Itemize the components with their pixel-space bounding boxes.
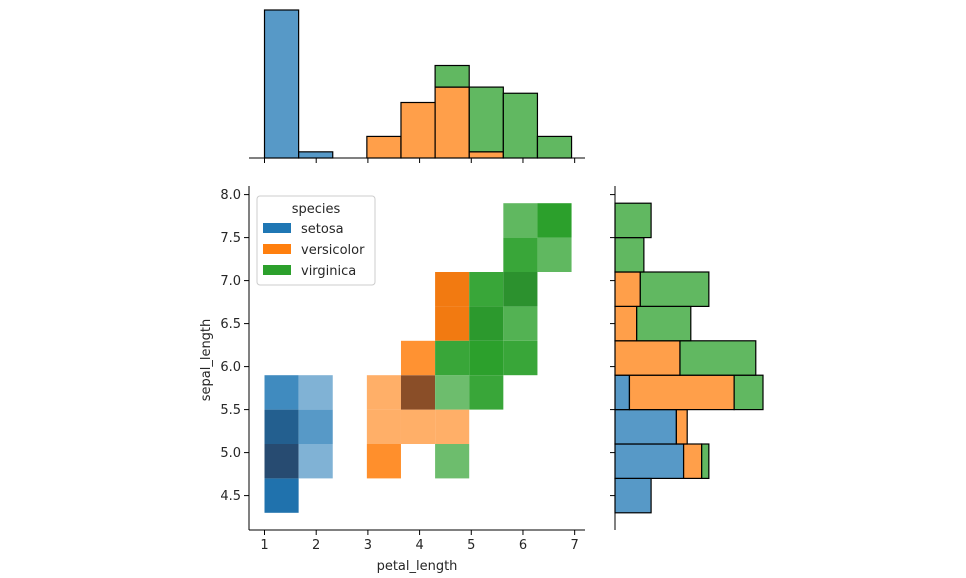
x-tick-label: 1	[260, 538, 268, 553]
heatmap-cell-versicolor	[366, 444, 401, 479]
top-marginal-bar-versicolor	[366, 135, 402, 159]
top-marginal-bar-virginica	[434, 64, 470, 88]
legend-label-virginica: virginica	[301, 264, 356, 279]
top-marginal-bar-setosa	[298, 151, 334, 159]
top-marginal-bar-versicolor	[468, 151, 504, 159]
right-marginal-bar-versicolor	[614, 271, 641, 308]
right-marginal-bar-versicolor	[614, 340, 681, 376]
heatmap-cell-setosa	[298, 444, 333, 479]
right-marginal-bar-virginica	[636, 305, 692, 342]
heatmap-cell-virginica	[435, 444, 470, 479]
right-marginal-bar-setosa	[614, 374, 631, 411]
right-marginal-bar-virginica	[733, 374, 764, 411]
top-marginal-bar-virginica	[502, 92, 539, 159]
x-tick-label: 7	[571, 538, 579, 553]
legend-swatch-setosa	[263, 223, 291, 233]
heatmap-cell-virginica	[503, 306, 538, 341]
y-tick-label: 8.0	[220, 188, 241, 203]
heatmap-cell-versicolor	[435, 409, 470, 444]
x-tick-label: 4	[415, 538, 423, 553]
heatmap-cell-virginica	[537, 237, 572, 272]
heatmap-cell-virginica	[435, 340, 470, 376]
legend-swatch-virginica	[263, 265, 291, 275]
heatmap-cell-virginica	[469, 272, 504, 307]
y-tick-label: 6.0	[220, 360, 241, 375]
heatmap-cell-virginica	[469, 306, 504, 341]
heatmap-cell-versicolor	[435, 272, 470, 307]
top-marginal-bar-versicolor	[434, 86, 470, 159]
x-tick-label: 3	[364, 538, 372, 553]
x-tick-label: 2	[312, 538, 320, 553]
heatmap-cell-virginica	[435, 375, 470, 410]
right-marginal-bar-setosa	[614, 477, 652, 514]
x-axis-label: petal_length	[377, 559, 458, 574]
axes-layer: 1 2 3 4 5 6 7 4.5 5.0 5.5 6.0 6.5 7.0 7.5 8.0	[220, 157, 616, 553]
legend-label-versicolor: versicolor	[301, 243, 365, 258]
heatmap-cell-virginica	[469, 375, 504, 410]
heatmap-cell-setosa	[298, 409, 333, 444]
top-marginal-bar-virginica	[468, 86, 504, 153]
right-marginal-bar-versicolor	[682, 443, 703, 480]
y-axis-label: sepal_length	[199, 319, 214, 402]
heatmap-cell-setosa	[298, 375, 333, 410]
right-marginal-bar-virginica	[679, 340, 757, 376]
top-marginal-bar-virginica	[536, 135, 573, 159]
heatmap-cell-versicolor	[435, 306, 470, 341]
right-marginal-bar-setosa	[614, 443, 685, 480]
right-marginal-histogram	[614, 202, 764, 514]
top-marginal-histogram	[263, 9, 573, 159]
y-tick-label: 7.0	[220, 274, 241, 289]
heatmap-cell-setosa	[264, 478, 299, 513]
legend-label-setosa: setosa	[301, 222, 344, 237]
heatmap-cell-versicolor	[366, 409, 401, 444]
right-marginal-bar-setosa	[614, 409, 677, 445]
right-marginal-bar-virginica	[614, 237, 645, 273]
legend: species setosa versicolor virginica	[256, 195, 376, 286]
right-marginal-bar-virginica	[614, 202, 652, 239]
heatmap-cell-versicolor	[366, 375, 401, 410]
top-marginal-bar-setosa	[263, 9, 300, 159]
heatmap-cell-virginica	[503, 203, 538, 238]
right-marginal-bar-versicolor	[675, 409, 688, 445]
legend-title: species	[292, 202, 341, 217]
heatmap-cell-virginica	[537, 203, 572, 238]
heatmap-cell-virginica	[503, 340, 538, 376]
heatmap-cell-setosa	[264, 444, 299, 479]
x-tick-label: 6	[519, 538, 527, 553]
x-tick-label: 5	[467, 538, 475, 553]
heatmap-cell-versicolor	[400, 375, 436, 410]
right-marginal-bar-versicolor	[614, 305, 638, 342]
joint-heatmap-cells	[264, 203, 572, 513]
heatmap-cell-setosa	[264, 375, 299, 410]
legend-swatch-versicolor	[263, 244, 291, 254]
y-tick-label: 5.5	[220, 403, 241, 418]
y-tick-label: 7.5	[220, 231, 241, 246]
legend-frame	[256, 195, 376, 286]
y-tick-label: 6.5	[220, 317, 241, 332]
heatmap-cell-virginica	[469, 340, 504, 376]
heatmap-cell-virginica	[503, 272, 538, 307]
heatmap-cell-setosa	[264, 409, 299, 444]
heatmap-cell-virginica	[503, 237, 538, 272]
y-tick-label: 4.5	[220, 489, 241, 504]
right-marginal-bar-virginica	[701, 443, 710, 480]
heatmap-cell-versicolor	[400, 409, 436, 444]
right-marginal-bar-virginica	[639, 271, 710, 308]
top-marginal-bar-versicolor	[400, 101, 436, 159]
right-marginal-bar-versicolor	[628, 374, 735, 411]
y-tick-label: 5.0	[220, 446, 241, 461]
heatmap-cell-versicolor	[400, 340, 436, 376]
